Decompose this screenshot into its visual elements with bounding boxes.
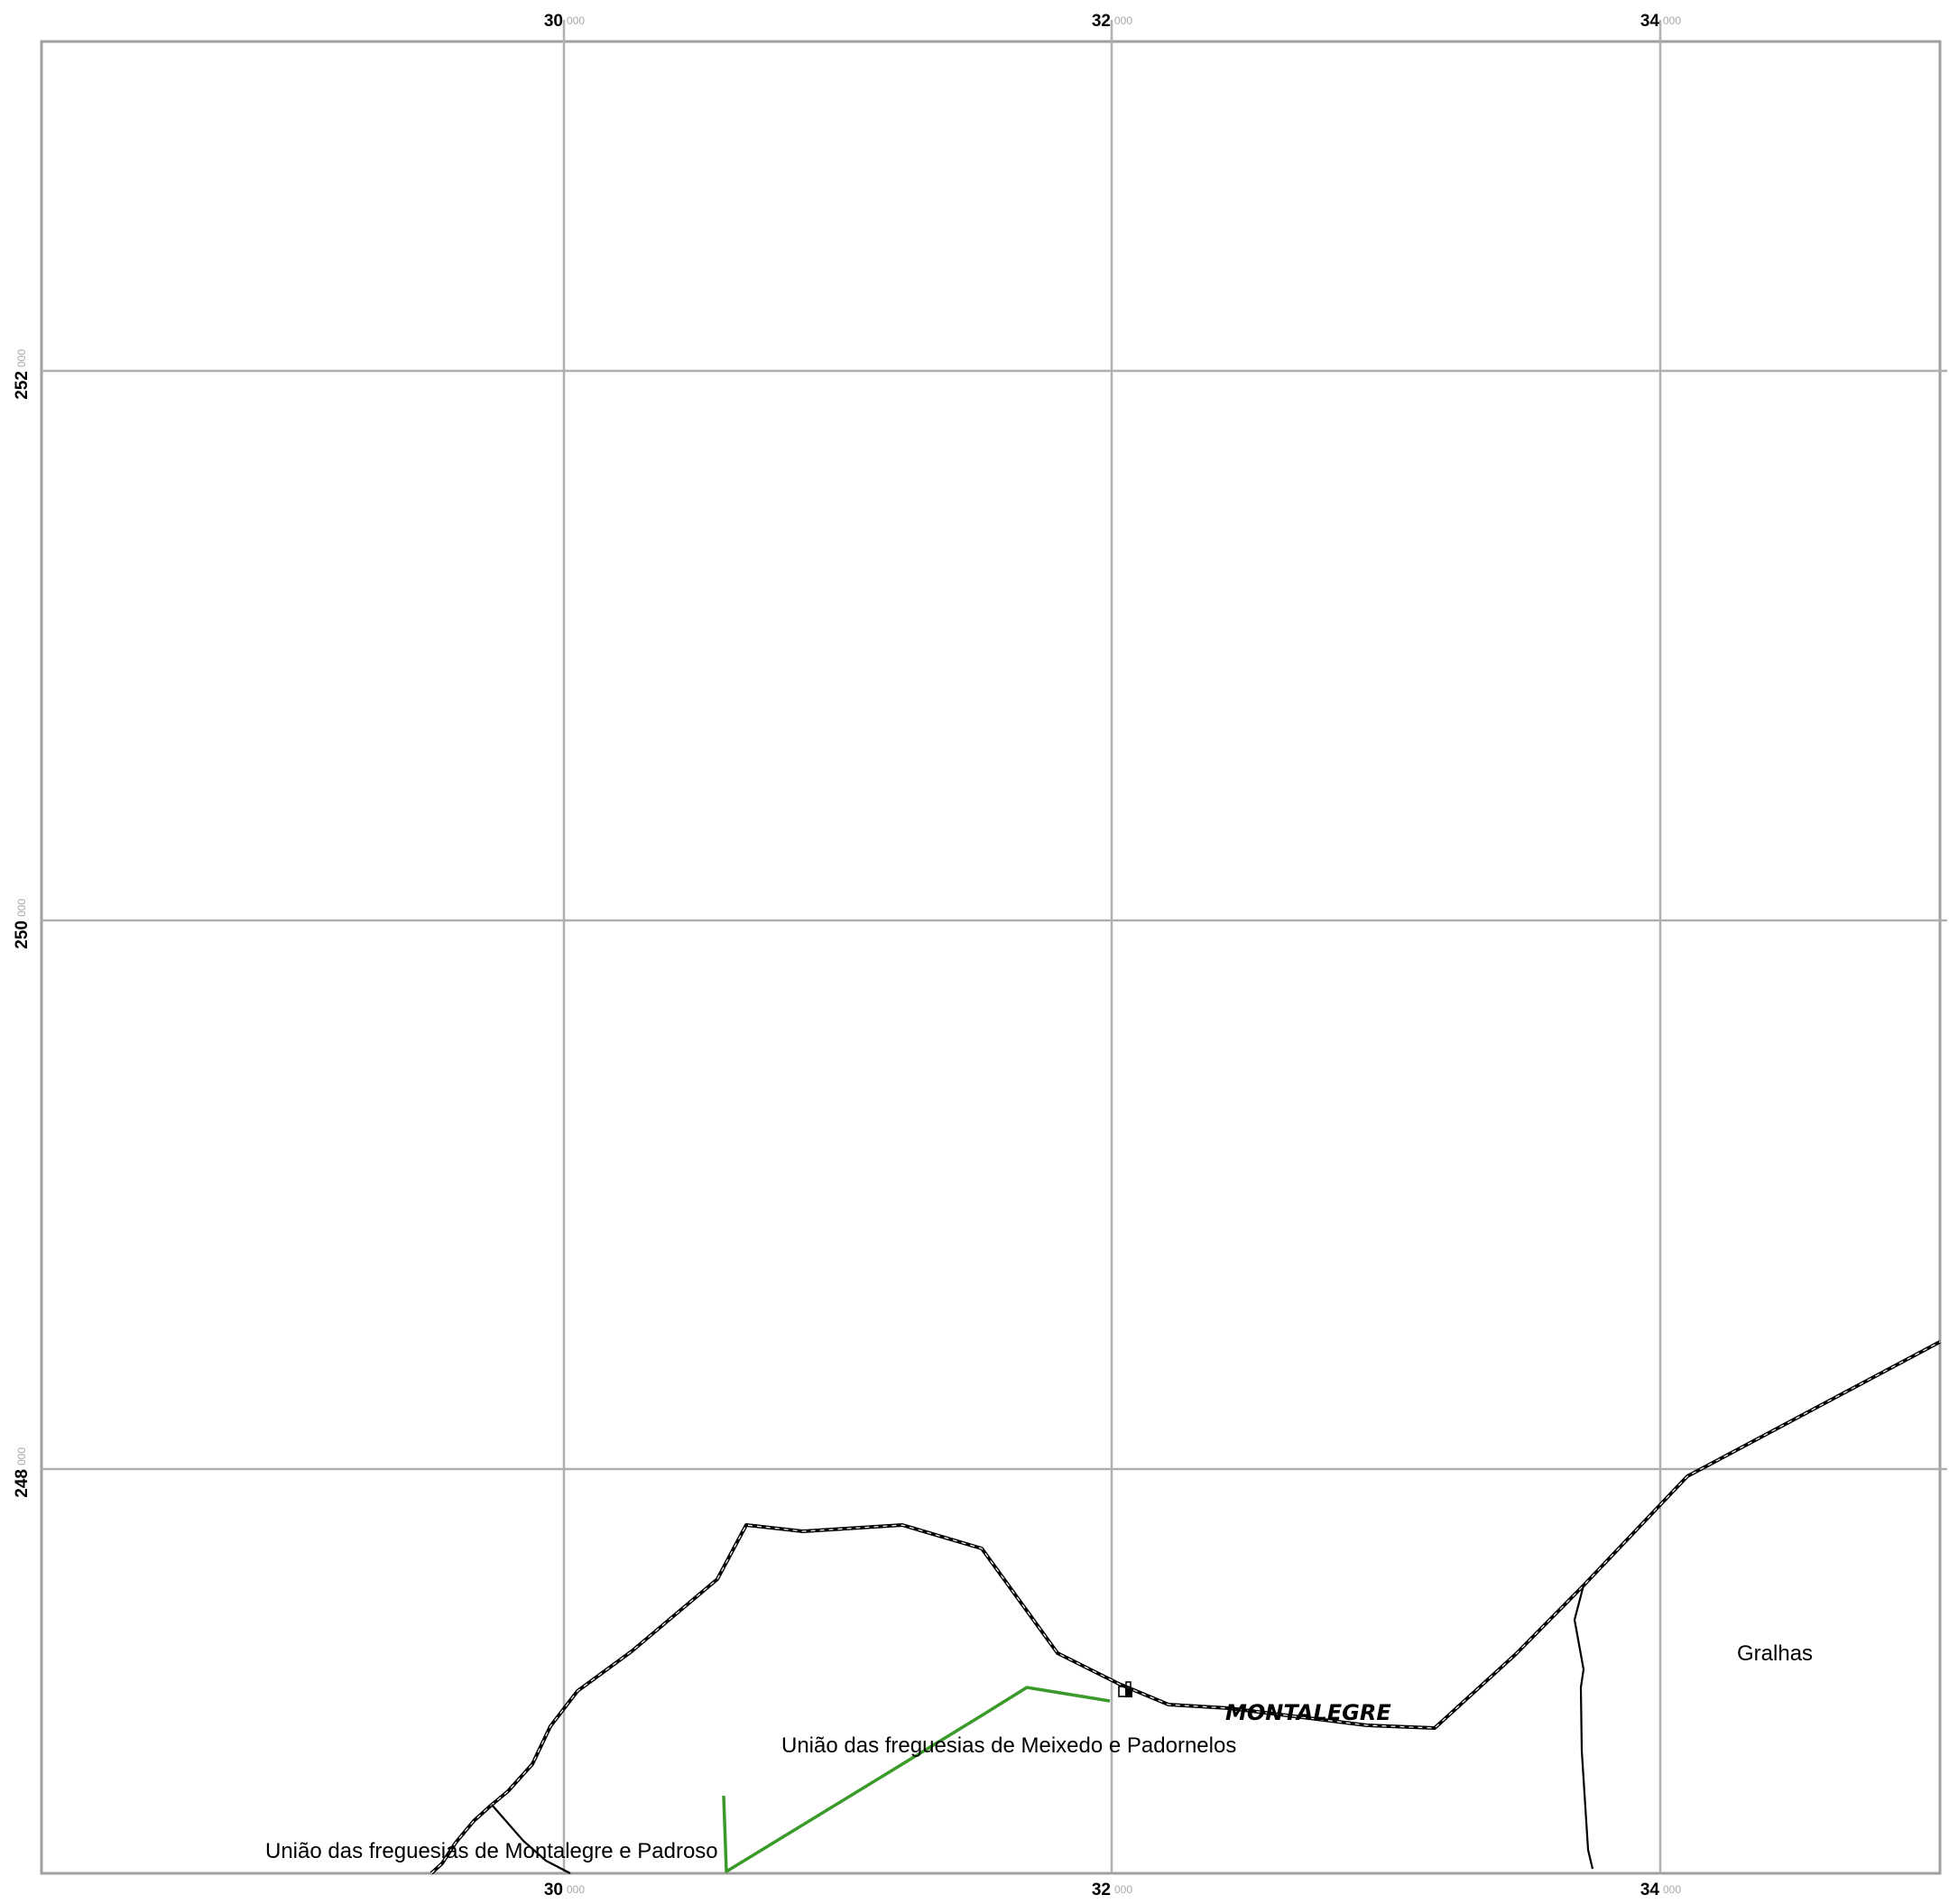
label-montalegre: MONTALEGRE (1225, 1700, 1391, 1725)
coord-label-bottom-30: 30 (544, 1881, 563, 1899)
coord-minor-left-248: 000 (15, 1447, 28, 1465)
svg-text:30: 30 (544, 1881, 563, 1899)
svg-text:000: 000 (567, 1883, 585, 1896)
coord-minor-bottom-30: 000 (567, 1883, 585, 1896)
svg-text:000: 000 (15, 349, 28, 367)
svg-text:000: 000 (1663, 14, 1681, 27)
coord-minor-left-250: 000 (15, 899, 28, 917)
svg-text:250: 250 (13, 920, 32, 949)
coord-minor-top-30: 000 (567, 14, 585, 27)
svg-text:32: 32 (1092, 12, 1111, 31)
svg-text:000: 000 (1663, 1883, 1681, 1896)
coord-minor-top-34: 000 (1663, 14, 1681, 27)
coord-label-top-32: 32 (1092, 12, 1111, 31)
grid-lines (42, 20, 1947, 1873)
town-symbol (1118, 1681, 1132, 1697)
coord-minor-bottom-34: 000 (1663, 1883, 1681, 1896)
coord-label-bottom-34: 34 (1640, 1881, 1660, 1899)
coord-label-left-252: 252 (13, 371, 32, 400)
svg-text:252: 252 (13, 371, 32, 400)
left-coordinate-labels: 252 000 250 000 248 000 (13, 349, 32, 1498)
map-frame (40, 40, 1942, 1875)
road-line (722, 1686, 1111, 1873)
coord-label-top-30: 30 (544, 12, 563, 31)
parish-boundaries (430, 1340, 1941, 1875)
coord-label-left-250: 250 (13, 920, 32, 949)
coord-minor-left-252: 000 (15, 349, 28, 367)
secondary-boundary-west (491, 1804, 571, 1874)
secondary-boundary-east (1573, 1585, 1594, 1870)
svg-text:000: 000 (15, 899, 28, 917)
svg-text:34: 34 (1640, 12, 1660, 31)
building-icon (1125, 1681, 1132, 1697)
svg-text:248: 248 (13, 1469, 32, 1498)
svg-text:000: 000 (15, 1447, 28, 1465)
label-montalegre-padroso: União das freguesias de Montalegre e Pad… (265, 1839, 718, 1863)
coord-minor-top-32: 000 (1114, 14, 1132, 27)
svg-text:32: 32 (1092, 1881, 1111, 1899)
svg-text:000: 000 (567, 14, 585, 27)
roads (722, 1686, 1111, 1873)
svg-text:34: 34 (1640, 1881, 1660, 1899)
coord-label-top-34: 34 (1640, 12, 1660, 31)
top-coordinate-labels: 30 000 32 000 34 000 (544, 12, 1681, 31)
bottom-coordinate-labels: 30 000 32 000 34 000 (544, 1881, 1681, 1899)
coord-label-left-248: 248 (13, 1469, 32, 1498)
label-gralhas: Gralhas (1737, 1641, 1813, 1666)
coord-label-bottom-32: 32 (1092, 1881, 1111, 1899)
svg-text:30: 30 (544, 12, 563, 31)
label-meixedo-padornelos: União das freguesias de Meixedo e Padorn… (781, 1733, 1236, 1758)
coord-minor-bottom-32: 000 (1114, 1883, 1132, 1896)
svg-text:000: 000 (1114, 14, 1132, 27)
svg-text:000: 000 (1114, 1883, 1132, 1896)
